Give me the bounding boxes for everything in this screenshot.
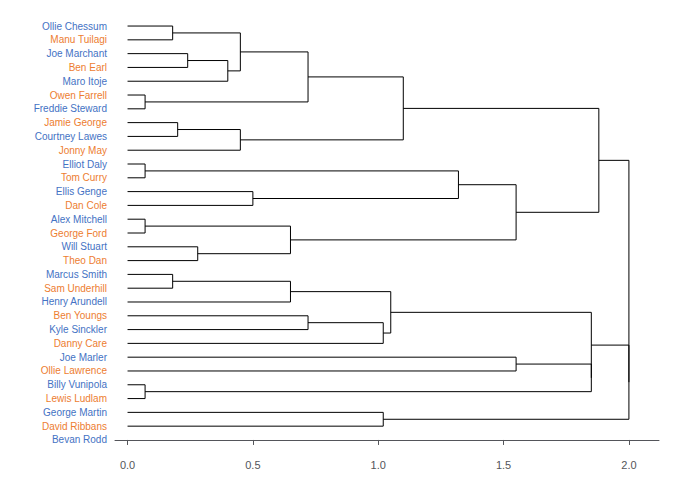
- svg-text:1.5: 1.5: [496, 459, 511, 471]
- svg-text:Elliot Daly: Elliot Daly: [63, 159, 107, 170]
- svg-text:2.0: 2.0: [621, 459, 636, 471]
- svg-text:0.0: 0.0: [120, 459, 135, 471]
- svg-text:Lewis Ludlam: Lewis Ludlam: [46, 393, 107, 404]
- svg-text:Billy Vunipola: Billy Vunipola: [47, 379, 107, 390]
- svg-text:Henry Arundell: Henry Arundell: [41, 296, 107, 307]
- svg-text:George Martin: George Martin: [43, 407, 107, 418]
- svg-text:Dan Cole: Dan Cole: [65, 200, 107, 211]
- svg-text:Alex Mitchell: Alex Mitchell: [51, 214, 107, 225]
- svg-text:Kyle Sinckler: Kyle Sinckler: [49, 324, 107, 335]
- svg-text:Tom Curry: Tom Curry: [61, 172, 107, 183]
- svg-text:Sam Underhill: Sam Underhill: [44, 283, 107, 294]
- svg-text:Maro Itoje: Maro Itoje: [63, 76, 108, 87]
- svg-text:Ben Youngs: Ben Youngs: [54, 310, 107, 321]
- svg-text:Will Stuart: Will Stuart: [61, 241, 107, 252]
- svg-text:0.5: 0.5: [245, 459, 260, 471]
- svg-text:Courtney Lawes: Courtney Lawes: [35, 131, 107, 142]
- svg-text:Marcus Smith: Marcus Smith: [46, 269, 107, 280]
- svg-text:Bevan Rodd: Bevan Rodd: [52, 434, 107, 445]
- svg-text:Danny Care: Danny Care: [54, 338, 108, 349]
- svg-text:Freddie Steward: Freddie Steward: [34, 103, 107, 114]
- svg-text:1.0: 1.0: [371, 459, 386, 471]
- svg-text:Jamie George: Jamie George: [44, 117, 107, 128]
- svg-text:Joe Marler: Joe Marler: [60, 352, 108, 363]
- svg-text:Joe Marchant: Joe Marchant: [46, 48, 107, 59]
- svg-text:Owen Farrell: Owen Farrell: [50, 90, 107, 101]
- svg-text:Theo Dan: Theo Dan: [63, 255, 107, 266]
- svg-text:Jonny May: Jonny May: [59, 145, 107, 156]
- svg-text:George Ford: George Ford: [50, 228, 107, 239]
- svg-text:David Ribbans: David Ribbans: [42, 421, 107, 432]
- svg-text:Ollie Chessum: Ollie Chessum: [42, 21, 107, 32]
- svg-text:Manu Tuilagi: Manu Tuilagi: [50, 34, 107, 45]
- svg-text:Ollie Lawrence: Ollie Lawrence: [41, 365, 108, 376]
- svg-text:Ben Earl: Ben Earl: [69, 62, 107, 73]
- svg-text:Ellis Genge: Ellis Genge: [56, 186, 108, 197]
